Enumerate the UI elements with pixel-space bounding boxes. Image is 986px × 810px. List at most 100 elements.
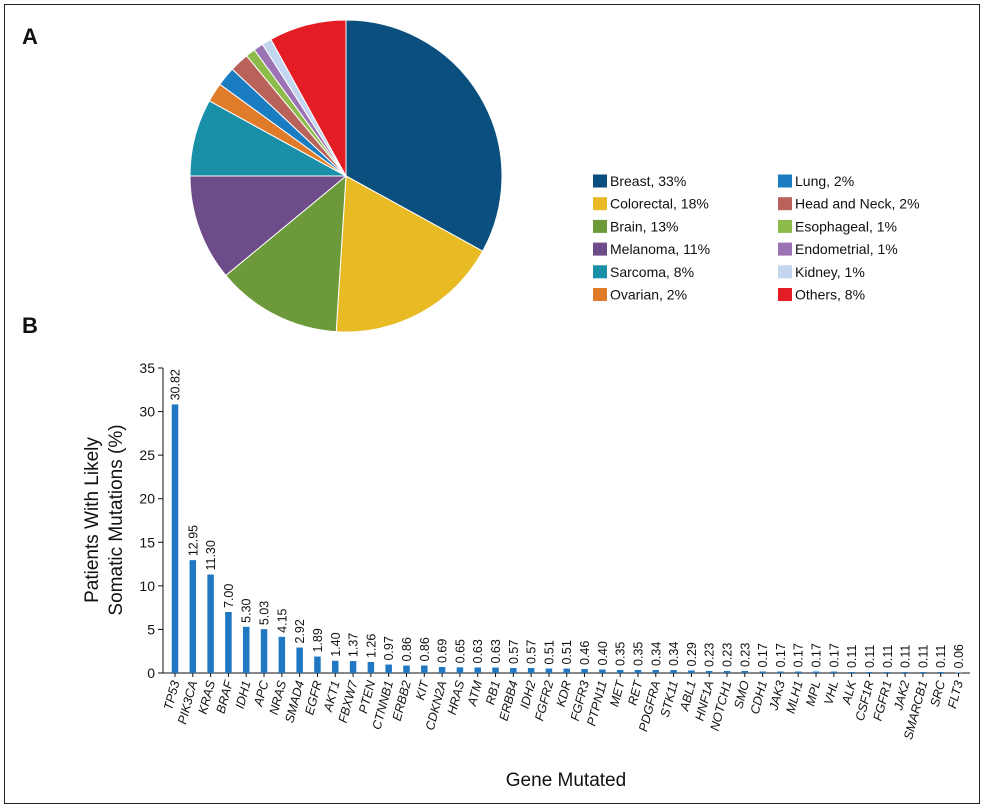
panel-b-label: B: [22, 313, 38, 338]
bar-CDKN2A: [438, 666, 446, 673]
bar-value-label-RB1: 0.63: [489, 639, 503, 663]
bar-value-label-PTEN: 1.26: [364, 634, 378, 658]
legend-swatch-6: [778, 174, 792, 188]
bar-value-label-SMARCB1: 0.11: [916, 645, 930, 668]
gene-label-MET: MET: [607, 678, 628, 708]
bar-value-label-SMO: 0.23: [738, 643, 752, 667]
gene-label-RB1: RB1: [483, 679, 503, 706]
bar-value-label-SRC: 0.11: [934, 645, 948, 668]
bar-value-label-PTPN11: 0.40: [596, 641, 610, 665]
x-axis-title: Gene Mutated: [506, 770, 626, 791]
bar-APC: [260, 629, 268, 673]
bar-CDH1: [759, 671, 766, 673]
bar-IDH1: [242, 626, 250, 673]
bar-NOTCH1: [723, 671, 731, 673]
bar-value-label-IDH1: 5.30: [240, 598, 254, 622]
bar-value-label-FGFR3: 0.46: [578, 641, 592, 665]
legend-label-2: Brain, 13%: [610, 218, 678, 234]
bar-value-label-FGFR1: 0.11: [881, 645, 895, 668]
bar-ALK: [848, 672, 855, 673]
bar-MLH1: [794, 671, 802, 673]
bar-KRAS: [207, 574, 214, 673]
bar-value-label-CDKN2A: 0.69: [436, 639, 450, 663]
legend-label-8: Esophageal, 1%: [795, 218, 897, 234]
legend-label-6: Lung, 2%: [795, 173, 854, 189]
legend-swatch-3: [593, 242, 607, 256]
bar-PIK3CA: [189, 560, 197, 673]
bar-EGFR: [314, 656, 321, 673]
gene-label-IDH1: IDH1: [233, 679, 254, 710]
y-tick-label-1: 5: [147, 621, 155, 637]
bar-HNF1A: [705, 671, 713, 673]
bar-PTEN: [367, 662, 375, 673]
y-tick-label-5: 25: [139, 447, 155, 463]
legend-label-7: Head and Neck, 2%: [795, 196, 920, 212]
bar-SMAD4: [296, 647, 303, 673]
bar-value-label-FBXW7: 1.37: [347, 633, 361, 657]
bar-value-label-FLT3: 0.06: [952, 644, 966, 668]
y-tick-label-6: 30: [139, 404, 155, 420]
bar-value-label-MLH1: 0.17: [792, 643, 806, 667]
bar-value-labels: 30.82 12.95 11.30 7.00 5.30 5.03 4.15 2.92 1.89 1…: [169, 369, 967, 668]
y-tick-label-0: 0: [147, 665, 155, 681]
legend-swatch-9: [778, 242, 792, 256]
bar-value-label-KIT: 0.86: [418, 637, 432, 661]
y-axis-title-line-2: Somatic Mutations (%): [106, 424, 127, 615]
bar-value-label-JAK2: 0.11: [899, 645, 913, 668]
bar-KDR: [563, 668, 570, 673]
pie-slice-1: [335, 175, 484, 333]
bar-PTPN11: [599, 669, 606, 673]
bar-NRAS: [278, 636, 286, 673]
bar-value-label-KDR: 0.51: [560, 640, 574, 664]
bar-value-label-HRAS: 0.65: [453, 639, 467, 663]
bar-value-label-KRAS: 11.30: [204, 540, 218, 570]
legend-label-1: Colorectal, 18%: [610, 196, 709, 212]
legend-swatch-8: [778, 219, 792, 233]
bar-series: [171, 404, 962, 673]
bar-FGFR1: [884, 672, 891, 673]
bar-HRAS: [456, 667, 464, 673]
bar-VHL: [830, 671, 838, 673]
bar-value-label-HNF1A: 0.23: [703, 643, 717, 667]
bar-value-label-NRAS: 4.15: [275, 608, 289, 632]
gene-label-ATM: ATM: [465, 679, 486, 709]
legend-swatch-0: [593, 174, 607, 188]
legend-swatch-2: [593, 219, 607, 233]
bar-ERBB2: [403, 665, 410, 673]
legend-swatch-7: [778, 197, 792, 211]
bar-FGFR3: [581, 668, 588, 673]
bar-FGFR2: [545, 668, 553, 673]
bar-MET: [616, 669, 624, 673]
gene-label-KDR: KDR: [554, 679, 574, 708]
bar-value-label-ERBB4: 0.57: [507, 640, 521, 664]
bar-SRC: [937, 672, 944, 673]
bar-BRAF: [225, 612, 232, 673]
gene-label-VHL: VHL: [821, 679, 841, 706]
bar-value-label-ALK: 0.11: [845, 645, 859, 668]
bar-SMO: [741, 671, 749, 673]
pie-slice-11: [270, 19, 347, 177]
bar-ABL1: [688, 670, 695, 673]
legend-swatch-10: [778, 265, 792, 279]
gene-label-KIT: KIT: [413, 678, 432, 702]
bar-JAK2: [901, 672, 909, 673]
bar-value-label-APC: 5.03: [258, 601, 272, 625]
gene-label-MPL: MPL: [803, 679, 823, 707]
bar-value-label-PIK3CA: 12.95: [186, 525, 200, 556]
y-tick-label-7: 35: [139, 360, 155, 376]
bar-AKT1: [332, 660, 339, 673]
legend-swatch-11: [778, 288, 792, 301]
bar-FLT3: [955, 672, 962, 673]
bar-value-label-ATM: 0.63: [471, 639, 485, 663]
bar-RET: [634, 669, 642, 673]
bar-TP53: [171, 404, 179, 673]
bar-value-label-CTNNB1: 0.97: [382, 636, 396, 660]
bar-STK11: [670, 670, 677, 673]
bar-value-label-CDH1: 0.17: [756, 643, 770, 667]
bar-value-label-RET: 0.35: [631, 642, 645, 666]
bar-KIT: [421, 665, 428, 673]
bar-JAK3: [777, 671, 784, 673]
bar-CSF1R: [866, 672, 873, 673]
legend-label-5: Ovarian, 2%: [610, 287, 687, 303]
legend-label-11: Others, 8%: [795, 287, 865, 303]
